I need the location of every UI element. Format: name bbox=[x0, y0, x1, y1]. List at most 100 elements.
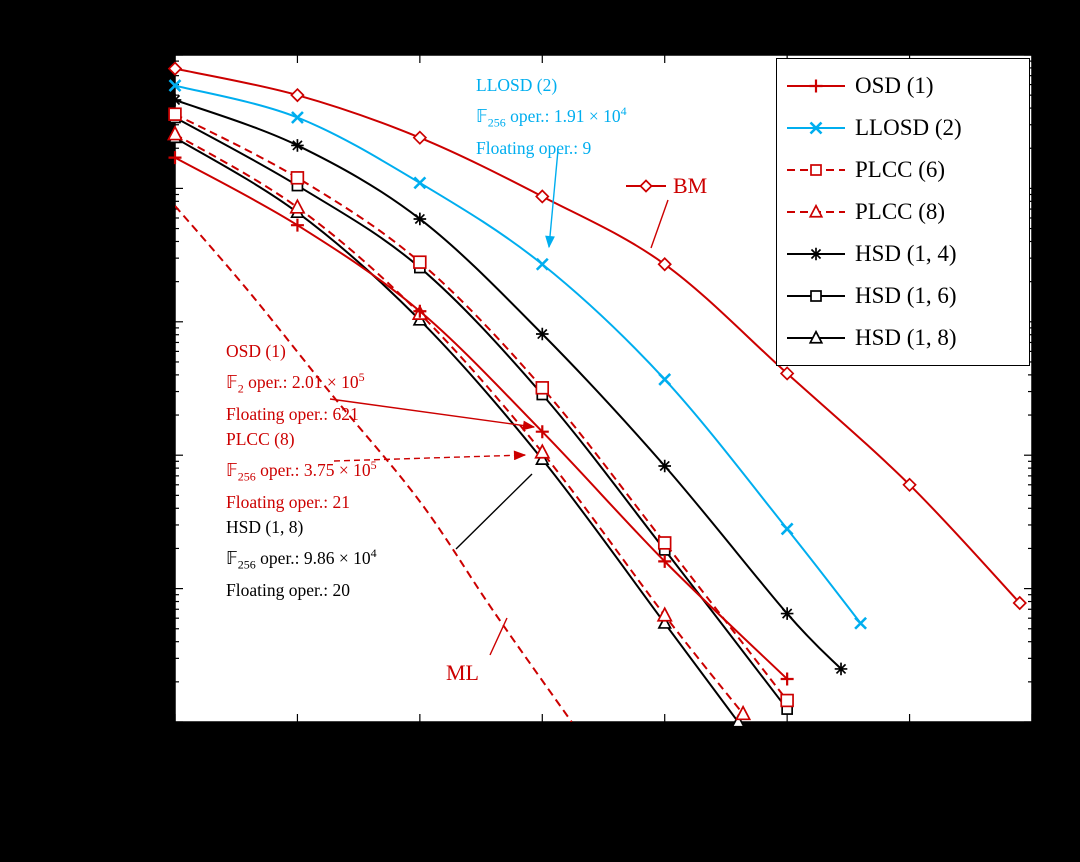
plcc8-leader-line bbox=[333, 450, 527, 462]
annotation-plcc8-title: PLCC (8) bbox=[226, 429, 295, 449]
series-line-bm bbox=[175, 67, 1021, 604]
triangle-marker bbox=[656, 606, 673, 622]
diamond-marker bbox=[535, 189, 550, 204]
series-line-plcc-8 bbox=[175, 133, 744, 715]
x-marker bbox=[291, 111, 304, 124]
legend-label-plcc-8: PLCC (8) bbox=[855, 199, 946, 224]
triangle-marker bbox=[735, 704, 752, 721]
series-line-osd-1 bbox=[175, 156, 788, 680]
diamond-marker bbox=[902, 477, 917, 492]
series-markers-hsd-1-4 bbox=[168, 93, 848, 676]
triangle-marker bbox=[730, 713, 746, 728]
asterisk-marker bbox=[658, 459, 672, 473]
ml-leader-line bbox=[489, 617, 508, 656]
annotation-osd-title: OSD (1) bbox=[226, 341, 286, 361]
asterisk-marker bbox=[168, 93, 182, 107]
annotation-hsd8-ops: 𝔽256 oper.: 9.86 × 104 bbox=[226, 546, 377, 572]
field-symbol: 𝔽 bbox=[476, 106, 488, 127]
diamond-marker bbox=[657, 257, 672, 272]
asterisk-marker bbox=[535, 327, 549, 341]
legend-box: OSD (1) LLOSD (2) PLCC (6) PLCC (8) HSD … bbox=[776, 58, 1030, 366]
annotation-ml-label: ML bbox=[446, 660, 479, 685]
annotation-hsd8-title: HSD (1, 8) bbox=[226, 517, 304, 537]
asterisk-marker bbox=[780, 607, 794, 620]
asterisk-marker bbox=[809, 247, 823, 261]
llosd-leader-line bbox=[545, 149, 559, 249]
legend-sample-hsd-1-8-icon bbox=[787, 329, 845, 344]
legend-sample-plcc-6-icon bbox=[787, 164, 845, 176]
legend-entry-hsd-1-4: HSD (1, 4) bbox=[785, 233, 1021, 275]
square-marker bbox=[810, 290, 822, 302]
legend-entry-osd-1: OSD (1) bbox=[785, 65, 1021, 107]
annotation-plcc8-ops: 𝔽256 oper.: 3.75 × 105 bbox=[226, 458, 377, 484]
triangle-marker bbox=[289, 198, 306, 214]
field-symbol: 𝔽 bbox=[226, 460, 238, 481]
square-marker bbox=[535, 381, 550, 395]
bm-diamond-icon bbox=[626, 179, 666, 193]
asterisk-marker bbox=[834, 662, 848, 676]
square-marker bbox=[413, 255, 427, 269]
annotation-osd-ops: 𝔽2 oper.: 2.01 × 105 bbox=[226, 370, 365, 396]
series-markers-osd-1 bbox=[168, 151, 794, 686]
x-marker bbox=[535, 257, 549, 271]
legend-entry-plcc-8: PLCC (8) bbox=[785, 191, 1021, 233]
annotation-llosd-title: LLOSD (2) bbox=[476, 75, 558, 95]
series-markers-plcc-6 bbox=[168, 107, 794, 708]
legend-sample-hsd-1-4-icon bbox=[787, 247, 845, 261]
asterisk-marker bbox=[413, 212, 427, 226]
square-marker bbox=[290, 171, 305, 185]
annotation-bm-label: BM bbox=[673, 173, 708, 198]
annotation-hsd8-floating: Floating oper.: 20 bbox=[226, 580, 350, 601]
annotation-osd-floating: Floating oper.: 621 bbox=[226, 404, 359, 425]
annotation-plcc8: PLCC (8) 𝔽256 oper.: 3.75 × 105 Floating… bbox=[226, 426, 377, 515]
annotation-llosd: LLOSD (2) 𝔽256 oper.: 1.91 × 104 Floatin… bbox=[476, 72, 627, 161]
osd-leader-line bbox=[329, 398, 536, 431]
plus-marker bbox=[780, 672, 794, 686]
plus-marker bbox=[809, 79, 823, 93]
diamond-marker bbox=[639, 179, 653, 193]
square-marker bbox=[168, 107, 182, 121]
diamond-marker bbox=[1012, 595, 1027, 611]
legend-sample-plcc-8-icon bbox=[787, 203, 845, 218]
legend-label-hsd-1-4: HSD (1, 4) bbox=[855, 241, 957, 266]
legend-sample-hsd-1-6-icon bbox=[787, 290, 845, 302]
x-marker bbox=[780, 522, 794, 536]
plus-marker bbox=[413, 304, 427, 318]
legend-label-llosd-2: LLOSD (2) bbox=[855, 115, 962, 140]
annotation-hsd8: HSD (1, 8) 𝔽256 oper.: 9.86 × 104 Floati… bbox=[226, 514, 377, 603]
series-markers-bm bbox=[167, 61, 1027, 611]
series-markers-llosd-2 bbox=[168, 79, 868, 630]
field-symbol: 𝔽 bbox=[226, 548, 238, 569]
plus-marker bbox=[535, 425, 549, 439]
x-marker bbox=[658, 372, 672, 386]
annotation-plcc8-floating: Floating oper.: 21 bbox=[226, 492, 350, 513]
legend-entry-hsd-1-8: HSD (1, 8) bbox=[785, 317, 1021, 359]
legend-sample-llosd-2-icon bbox=[787, 121, 845, 135]
annotation-bm: BM bbox=[626, 173, 707, 199]
legend-label-osd-1: OSD (1) bbox=[855, 73, 934, 98]
axis-ticks bbox=[174, 54, 1033, 723]
diamond-marker bbox=[290, 87, 305, 103]
x-marker bbox=[168, 79, 182, 92]
x-marker bbox=[413, 176, 427, 190]
field-symbol: 𝔽 bbox=[226, 372, 238, 393]
square-marker bbox=[810, 164, 822, 176]
diamond-marker bbox=[167, 61, 183, 76]
plus-marker bbox=[658, 554, 672, 568]
annotation-llosd-floating: Floating oper.: 9 bbox=[476, 138, 592, 159]
triangle-marker bbox=[657, 615, 672, 629]
x-marker bbox=[809, 121, 823, 135]
triangle-marker bbox=[534, 443, 551, 459]
annotation-llosd-ops: 𝔽256 oper.: 1.91 × 104 bbox=[476, 104, 627, 130]
triangle-marker bbox=[808, 203, 824, 218]
legend-entry-llosd-2: LLOSD (2) bbox=[785, 107, 1021, 149]
diamond-marker bbox=[412, 130, 428, 145]
annotation-ml: ML bbox=[446, 660, 479, 686]
triangle-marker bbox=[166, 125, 184, 141]
bm-leader-line bbox=[650, 199, 669, 249]
square-marker bbox=[780, 693, 794, 708]
legend-label-hsd-1-6: HSD (1, 6) bbox=[855, 283, 957, 308]
plus-marker bbox=[168, 151, 182, 165]
annotation-osd: OSD (1) 𝔽2 oper.: 2.01 × 105 Floating op… bbox=[226, 338, 365, 427]
